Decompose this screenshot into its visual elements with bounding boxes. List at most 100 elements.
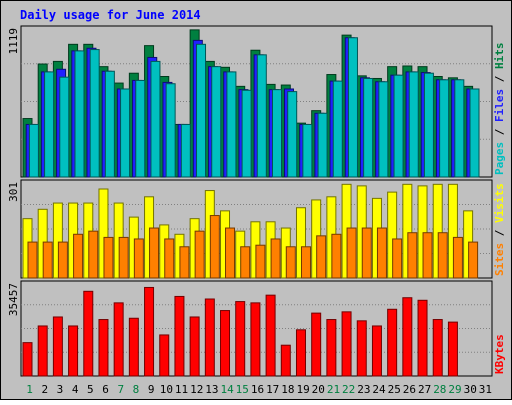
day-axis-labels: 1 2 3 4 5 6 7 8 9 10 11 12 13 14 15 16 17 18 19 20 21 22 23 24 2… [26, 383, 492, 396]
bar-kbytes-kbytes-day-6 [98, 319, 109, 377]
bar-hits-pages-day-5 [89, 49, 100, 178]
day-label-14: 14 [220, 383, 234, 396]
legend-separator: / [493, 223, 506, 243]
bar-hits-pages-day-28 [439, 79, 450, 178]
bar-hits-pages-day-30 [469, 88, 480, 178]
bar-hits-pages-day-9 [150, 60, 161, 178]
bar-visits-sites-day-17 [270, 238, 281, 279]
bar-visits-sites-day-15 [240, 246, 251, 279]
bar-visits-sites-day-12 [194, 230, 205, 279]
panel-max-label: 35457 [7, 283, 20, 316]
bar-visits-sites-day-1 [27, 241, 38, 279]
bar-kbytes-kbytes-day-22 [341, 311, 352, 377]
bar-kbytes-kbytes-day-9 [144, 286, 155, 377]
bar-kbytes-kbytes-day-25 [387, 308, 398, 377]
day-label-31: 31 [479, 383, 492, 396]
bar-kbytes-kbytes-day-14 [220, 310, 231, 377]
bar-visits-sites-day-6 [103, 236, 114, 279]
bar-hits-pages-day-26 [408, 71, 419, 178]
day-label-25: 25 [388, 383, 401, 396]
bar-kbytes-kbytes-day-18 [280, 344, 291, 377]
bar-visits-sites-day-21 [331, 233, 342, 279]
bar-visits-sites-day-27 [422, 232, 433, 279]
legend-entry-visits: Visits [493, 183, 506, 223]
bar-visits-sites-day-3 [57, 241, 68, 279]
day-label-30: 30 [464, 383, 477, 396]
day-label-4: 4 [72, 383, 79, 396]
day-label-20: 20 [312, 383, 325, 396]
bar-visits-sites-day-26 [407, 232, 418, 279]
bar-visits-sites-day-28 [437, 232, 448, 279]
bar-visits-sites-day-18 [285, 246, 296, 279]
day-label-27: 27 [418, 383, 431, 396]
panel-legend-hits: Pages / Files / Hits [493, 43, 506, 176]
panel-kbytes: 35457 KBytes [7, 280, 506, 377]
bar-visits-sites-day-19 [300, 246, 311, 279]
day-label-8: 8 [133, 383, 140, 396]
day-label-11: 11 [175, 383, 188, 396]
day-label-23: 23 [357, 383, 370, 396]
day-label-15: 15 [236, 383, 249, 396]
bar-hits-pages-day-17 [271, 89, 282, 178]
day-label-24: 24 [372, 383, 386, 396]
bar-hits-pages-day-13 [211, 66, 222, 178]
bar-hits-pages-day-22 [347, 37, 358, 178]
bar-visits-sites-day-20 [316, 235, 327, 279]
day-label-18: 18 [281, 383, 294, 396]
bar-visits-sites-day-16 [255, 244, 266, 279]
bar-kbytes-kbytes-day-4 [68, 325, 79, 377]
bar-hits-pages-day-3 [59, 76, 70, 178]
bar-kbytes-kbytes-day-20 [311, 312, 322, 377]
day-label-16: 16 [251, 383, 264, 396]
day-label-28: 28 [433, 383, 446, 396]
legend-separator: / [493, 69, 506, 89]
day-label-5: 5 [87, 383, 94, 396]
bar-visits-sites-day-7 [118, 236, 129, 279]
bar-hits-pages-day-16 [256, 54, 267, 178]
bar-visits-sites-day-25 [392, 238, 403, 279]
bar-visits-sites-day-10 [164, 238, 175, 279]
bar-hits-pages-day-25 [393, 74, 404, 178]
legend-entry-sites: Sites [493, 243, 506, 276]
day-label-2: 2 [41, 383, 48, 396]
day-label-1: 1 [26, 383, 33, 396]
legend-entry-hits: Hits [493, 43, 506, 70]
day-label-29: 29 [448, 383, 461, 396]
panel-hits: 1119 Pages / Files / Hits [7, 25, 506, 178]
bar-visits-sites-day-5 [88, 230, 99, 279]
bar-visits-sites-day-9 [149, 227, 160, 279]
bar-visits-sites-day-22 [346, 227, 357, 279]
bar-kbytes-kbytes-day-29 [447, 321, 458, 377]
bar-kbytes-kbytes-day-24 [371, 325, 382, 377]
bar-hits-pages-day-4 [74, 50, 85, 178]
bar-visits-sites-day-2 [42, 241, 53, 279]
day-label-7: 7 [117, 383, 124, 396]
bar-kbytes-kbytes-day-1 [22, 342, 33, 377]
bar-hits-pages-day-27 [423, 72, 434, 178]
bar-kbytes-kbytes-day-28 [432, 319, 443, 377]
bar-visits-sites-day-14 [225, 227, 236, 279]
chart-panels: 1119 Pages / Files / Hits 301 Sites / Visit… [7, 25, 506, 377]
bar-kbytes-kbytes-day-2 [37, 325, 48, 377]
panel-legend-visits: Sites / Visits [493, 183, 506, 276]
bar-hits-pages-day-2 [44, 71, 55, 178]
chart-title: Daily usage for June 2014 [20, 8, 201, 22]
bar-hits-pages-day-1 [28, 123, 39, 178]
bar-hits-pages-day-11 [180, 123, 191, 178]
bar-visits-sites-day-13 [209, 215, 220, 279]
bar-hits-pages-day-29 [454, 79, 465, 178]
bar-visits-sites-day-8 [133, 238, 144, 279]
legend-entry-pages: Pages [493, 142, 506, 175]
panel-legend-kbytes: KBytes [493, 334, 506, 374]
bar-kbytes-kbytes-day-12 [189, 316, 200, 377]
bar-visits-sites-day-4 [73, 233, 84, 279]
bar-hits-pages-day-12 [196, 43, 207, 178]
bar-hits-pages-day-19 [302, 123, 313, 178]
bar-hits-pages-day-6 [104, 70, 115, 178]
day-label-13: 13 [205, 383, 218, 396]
day-label-22: 22 [342, 383, 355, 396]
day-label-6: 6 [102, 383, 109, 396]
bar-kbytes-kbytes-day-21 [326, 319, 337, 377]
day-label-17: 17 [266, 383, 279, 396]
